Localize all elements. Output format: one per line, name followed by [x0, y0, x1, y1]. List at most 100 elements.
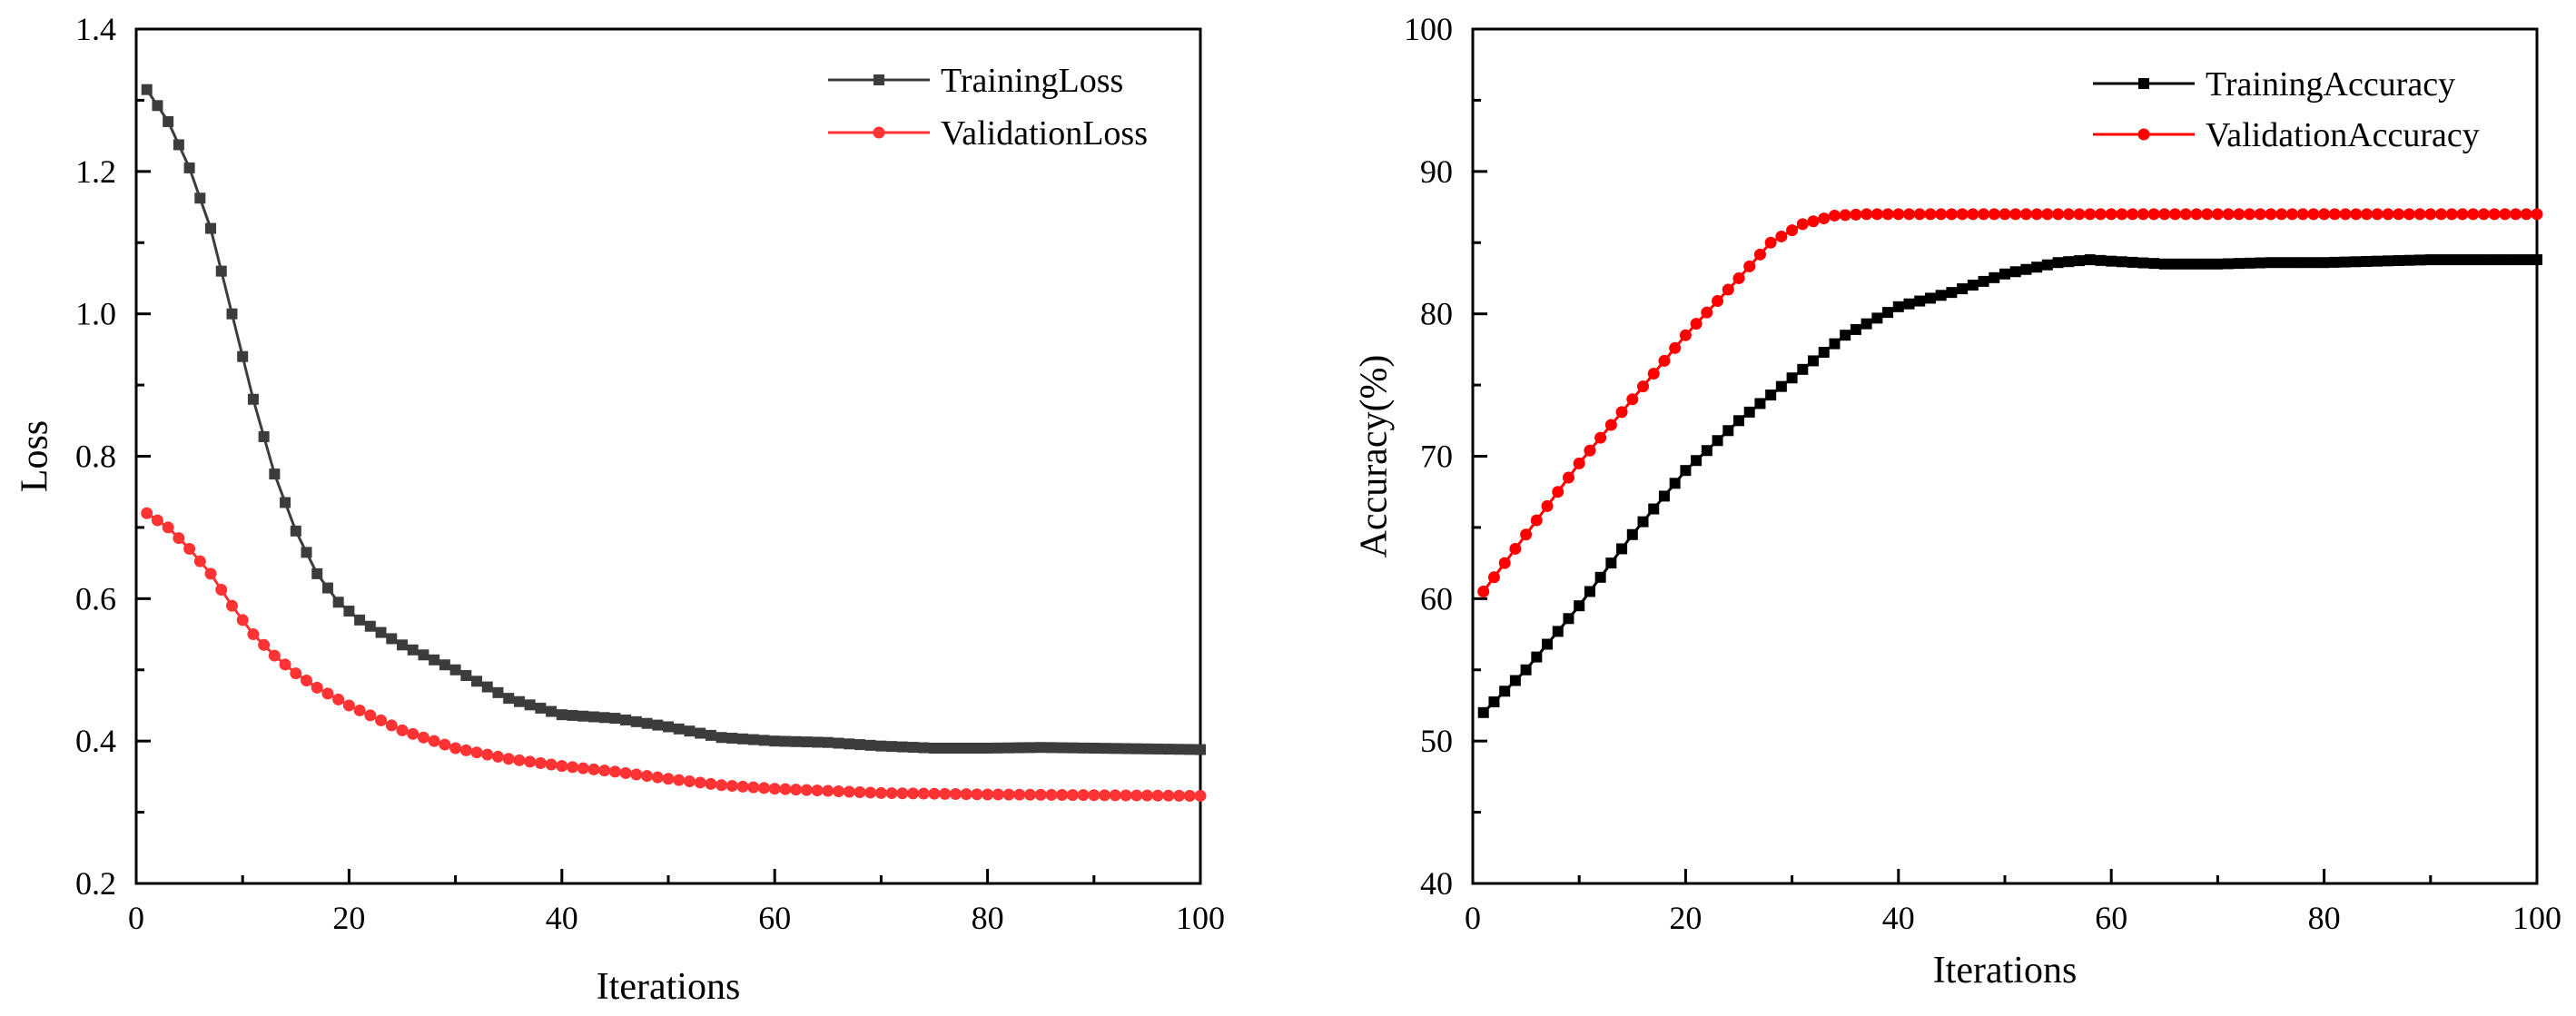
- training-loss-point: [971, 743, 982, 755]
- validation-accuracy-point: [1552, 486, 1564, 498]
- validation-loss-point: [800, 784, 813, 796]
- validation-accuracy-point: [1881, 208, 1894, 221]
- y-tick-label: 70: [1420, 439, 1453, 475]
- legend-marker-validation-loss: [873, 126, 885, 139]
- training-accuracy-point: [1808, 355, 1820, 367]
- training-accuracy-line: [1482, 258, 2537, 714]
- training-loss-point: [907, 742, 919, 754]
- validation-accuracy-point: [2190, 208, 2203, 221]
- validation-accuracy-point: [2105, 208, 2117, 221]
- accuracy-ticks: 0 20 40 60 80 100 40 50 60 70 80 90 100: [1404, 11, 2561, 936]
- training-accuracy-point: [2340, 256, 2352, 268]
- loss-legend: TrainingLoss ValidationLoss: [828, 62, 1148, 153]
- training-accuracy-point: [2106, 255, 2117, 267]
- training-accuracy-point: [2095, 254, 2107, 266]
- validation-accuracy-point: [2393, 208, 2405, 221]
- validation-accuracy-point: [1615, 406, 1628, 419]
- training-accuracy-point: [1903, 298, 1915, 310]
- training-loss-point: [896, 741, 908, 753]
- validation-loss-point: [662, 773, 675, 785]
- training-accuracy-point: [1605, 557, 1617, 569]
- validation-accuracy-point: [1626, 393, 1639, 406]
- training-loss-point: [173, 139, 184, 151]
- validation-loss-point: [481, 748, 494, 761]
- validation-accuracy-point: [1573, 457, 1585, 469]
- x-tick-label: 100: [2512, 900, 2561, 936]
- legend-marker-training-accuracy: [2138, 78, 2149, 89]
- training-loss-point: [1120, 743, 1131, 755]
- y-tick-label: 1.2: [75, 153, 116, 190]
- training-loss-point: [587, 711, 599, 723]
- validation-loss-point: [992, 788, 1004, 801]
- training-accuracy-point: [2467, 254, 2479, 266]
- training-loss-point: [620, 714, 632, 725]
- training-accuracy-point: [1818, 347, 1830, 359]
- validation-accuracy-point: [2041, 208, 2054, 221]
- training-accuracy-point: [1722, 425, 1734, 437]
- training-loss-point: [652, 719, 664, 731]
- validation-loss-point: [215, 584, 228, 597]
- validation-loss-point: [204, 567, 217, 580]
- validation-loss-point: [225, 599, 238, 612]
- training-accuracy-point: [1509, 675, 1521, 686]
- training-loss-point: [769, 735, 781, 747]
- training-loss-point: [343, 606, 355, 617]
- validation-loss-point: [1077, 789, 1090, 802]
- training-loss-point: [875, 740, 887, 752]
- y-tick-label: 0.8: [75, 439, 116, 475]
- training-loss-point: [1013, 742, 1025, 754]
- training-loss-point: [1003, 742, 1015, 754]
- validation-accuracy-point: [1956, 208, 1969, 221]
- training-accuracy-point: [1531, 651, 1543, 663]
- training-accuracy-point: [2286, 257, 2298, 269]
- training-accuracy-point: [2137, 257, 2149, 269]
- training-loss-point: [226, 308, 238, 320]
- training-accuracy-point: [1829, 338, 1841, 350]
- validation-loss-point: [1109, 789, 1121, 802]
- validation-accuracy-point: [1679, 329, 1692, 341]
- validation-accuracy-point: [2062, 208, 2075, 221]
- training-accuracy-point: [1882, 307, 1894, 319]
- training-accuracy-point: [2532, 254, 2542, 266]
- validation-accuracy-point: [2233, 208, 2245, 221]
- training-loss-point: [598, 712, 610, 724]
- validation-loss-point: [790, 784, 803, 796]
- training-accuracy-point: [1574, 600, 1585, 612]
- training-accuracy-point: [2052, 257, 2064, 269]
- validation-loss-point: [960, 788, 972, 801]
- training-accuracy-point: [1488, 696, 1500, 708]
- validation-loss-point: [982, 788, 994, 801]
- accuracy-chart: 0 20 40 60 80 100 40 50 60 70 80 90 100 Iterations A…: [1354, 11, 2561, 991]
- training-accuracy-point: [1552, 626, 1564, 637]
- training-loss-point: [1045, 742, 1057, 754]
- training-loss-point: [375, 626, 387, 638]
- loss-plot-frame: [134, 27, 1202, 885]
- validation-loss-point: [949, 788, 962, 801]
- training-loss-point: [449, 664, 461, 676]
- training-loss-point: [492, 686, 504, 698]
- loss-y-axis-title: Loss: [15, 420, 56, 492]
- validation-accuracy-point: [1647, 368, 1660, 380]
- validation-accuracy-point: [2116, 208, 2128, 221]
- validation-loss-point: [290, 667, 302, 680]
- validation-loss-point: [449, 742, 462, 755]
- training-loss-point: [737, 733, 749, 745]
- training-loss-point: [779, 735, 791, 747]
- validation-loss-point: [396, 724, 409, 736]
- legend-label-training-loss: TrainingLoss: [941, 62, 1123, 100]
- training-accuracy-point: [2127, 256, 2138, 268]
- y-tick-label: 0.2: [75, 865, 116, 902]
- x-tick-label: 80: [2308, 900, 2341, 936]
- x-tick-label: 40: [546, 900, 578, 936]
- training-loss-point: [812, 736, 824, 748]
- training-loss-point: [630, 715, 642, 727]
- validation-accuracy-point: [2211, 208, 2224, 221]
- validation-loss-point: [716, 779, 728, 792]
- validation-loss-point: [439, 738, 451, 751]
- training-accuracy-point: [1594, 571, 1606, 583]
- validation-loss-point: [608, 765, 621, 778]
- x-tick-label: 60: [758, 900, 791, 936]
- validation-accuracy-point: [1945, 208, 1958, 221]
- training-loss-point: [205, 222, 217, 234]
